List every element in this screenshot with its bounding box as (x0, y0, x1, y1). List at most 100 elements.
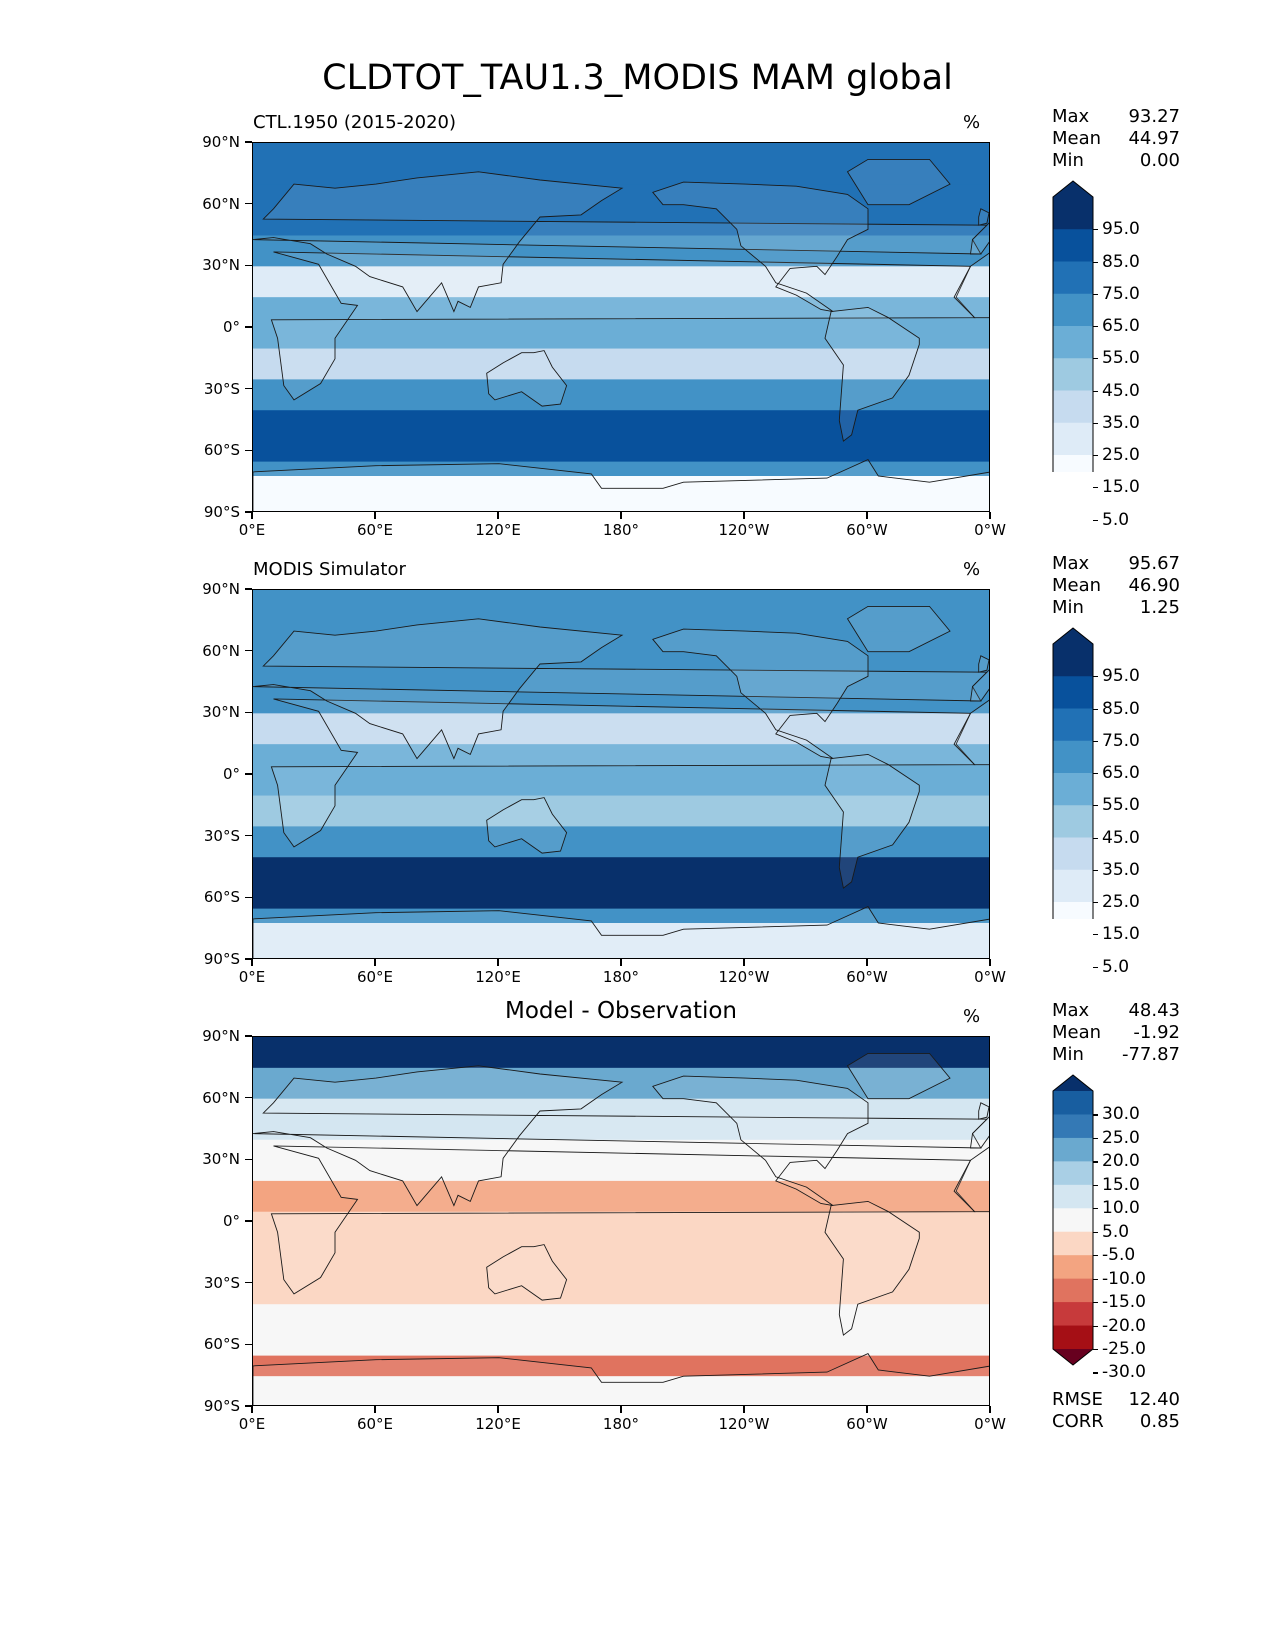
colorbar-extend-top (1053, 628, 1093, 644)
lat-band-7 (253, 857, 989, 910)
y-tick-label: 90°N (202, 1027, 240, 1045)
coastline-southamerica (824, 306, 920, 442)
stat-label: Max (1052, 106, 1090, 127)
lat-band-8 (253, 1355, 989, 1377)
x-tick (743, 512, 745, 519)
colorbar-tick (1093, 229, 1098, 231)
y-tick (245, 1405, 252, 1407)
y-tick-label: 30°S (203, 379, 240, 398)
colorbar-tick (1093, 487, 1098, 489)
x-tick-label: 0°W (974, 968, 1006, 986)
x-tick-label: 60°W (846, 968, 888, 986)
y-tick (245, 141, 252, 143)
coastline-australia (486, 797, 568, 854)
y-tick (245, 1158, 252, 1161)
coastline-africa (270, 1145, 976, 1295)
colorbar-segment (1053, 422, 1093, 456)
colorbar-label: 25.0 (1102, 1127, 1140, 1148)
colorbar-segment (1053, 293, 1093, 327)
stat-label: Min (1052, 150, 1084, 171)
x-tick (251, 1406, 253, 1413)
coastline-eurasia (253, 618, 988, 760)
colorbar-label: -15.0 (1102, 1292, 1146, 1313)
x-tick (251, 959, 253, 966)
y-tick (245, 1343, 252, 1346)
colorbar-tick (1093, 519, 1098, 521)
colorbar-segment (1053, 773, 1093, 806)
y-tick-label: 60°N (202, 641, 240, 660)
stat-row: Mean 46.90 (1052, 575, 1180, 597)
metrics-block: RMSE 12.40 CORR 0.85 (1052, 1389, 1180, 1433)
x-tick-label: 60°W (846, 1415, 888, 1433)
colorbar-tick (1093, 740, 1098, 742)
x-tick (743, 1406, 745, 1413)
colorbar-segment (1053, 1302, 1093, 1327)
colorbar-tick (1093, 1231, 1098, 1233)
colorbar-segment (1053, 1114, 1093, 1139)
x-tick (251, 512, 253, 519)
lat-band-5 (253, 795, 989, 827)
y-tick (245, 649, 252, 652)
y-tick (245, 1220, 252, 1222)
metric-value: 12.40 (1128, 1389, 1180, 1410)
y-tick-label: 0° (222, 1212, 240, 1230)
colorbar-tick (1093, 1137, 1098, 1140)
y-tick (245, 711, 252, 714)
lat-band-3 (253, 1139, 989, 1182)
lat-band-6 (253, 1242, 989, 1305)
coastline-westafrica-wrap (953, 699, 989, 766)
x-tick-label: 0°E (238, 968, 266, 986)
stat-label: Mean (1052, 1022, 1102, 1043)
y-tick-label: 90°S (203, 1397, 240, 1415)
lat-band-9 (253, 476, 989, 511)
coastline-europe-wrap (969, 669, 989, 702)
colorbar-tick (1093, 326, 1098, 328)
y-tick (245, 326, 252, 328)
y-tick-label: 60°S (203, 441, 240, 460)
x-tick (374, 1406, 376, 1413)
colorbar-segment (1053, 229, 1093, 262)
colorbar-label: 5.0 (1102, 509, 1130, 530)
metric-label: RMSE (1052, 1389, 1103, 1410)
x-tick-label: 180° (602, 521, 640, 539)
coastline-northamerica (652, 181, 869, 313)
y-tick (245, 1281, 252, 1284)
stat-label: Mean (1052, 128, 1102, 149)
coastline-southamerica (824, 753, 920, 889)
y-tick (245, 1096, 252, 1099)
metric-row: RMSE 12.40 (1052, 1389, 1180, 1411)
x-tick (866, 959, 868, 966)
lat-band-0 (253, 590, 989, 632)
metric-value: 0.85 (1139, 1411, 1180, 1432)
colorbar-label: 30.0 (1102, 1104, 1140, 1125)
y-tick (245, 1035, 252, 1037)
lat-band-4 (253, 744, 989, 797)
colorbar-segment (1053, 1231, 1093, 1256)
coastline-antarctica (253, 459, 989, 511)
x-tick (989, 1406, 991, 1413)
colorbar-segment (1053, 1255, 1093, 1280)
lat-band-1 (253, 184, 989, 237)
coastline-greenland (846, 605, 951, 653)
x-tick (620, 1406, 622, 1413)
colorbar-segment (1053, 390, 1093, 424)
colorbar-tick (1093, 1208, 1098, 1210)
panel-title: CTL.1950 (2015-2020) (253, 112, 457, 133)
lat-band-6 (253, 379, 989, 411)
x-tick-label: 120°E (475, 1415, 521, 1433)
colorbar-segment (1053, 1208, 1093, 1233)
y-tick-label: 90°S (203, 950, 240, 968)
stat-value: 93.27 (1128, 106, 1180, 127)
y-tick-label: 90°S (203, 503, 240, 521)
x-tick-label: 120°E (475, 521, 521, 539)
coastline-europe-wrap (969, 1116, 989, 1149)
colorbar-extend-top (1053, 1075, 1093, 1091)
x-tick (374, 959, 376, 966)
units-label: % (963, 1006, 981, 1027)
y-tick (245, 202, 252, 205)
panel-1: CTL.1950 (2015-2020)% 90°N 60°N 30°N 0° 30°S 6… (0, 100, 1275, 570)
colorbar-segment (1053, 326, 1093, 359)
lat-band-9 (253, 923, 989, 958)
coastline-africa (270, 251, 976, 401)
stat-row: Max 95.67 (1052, 553, 1180, 575)
